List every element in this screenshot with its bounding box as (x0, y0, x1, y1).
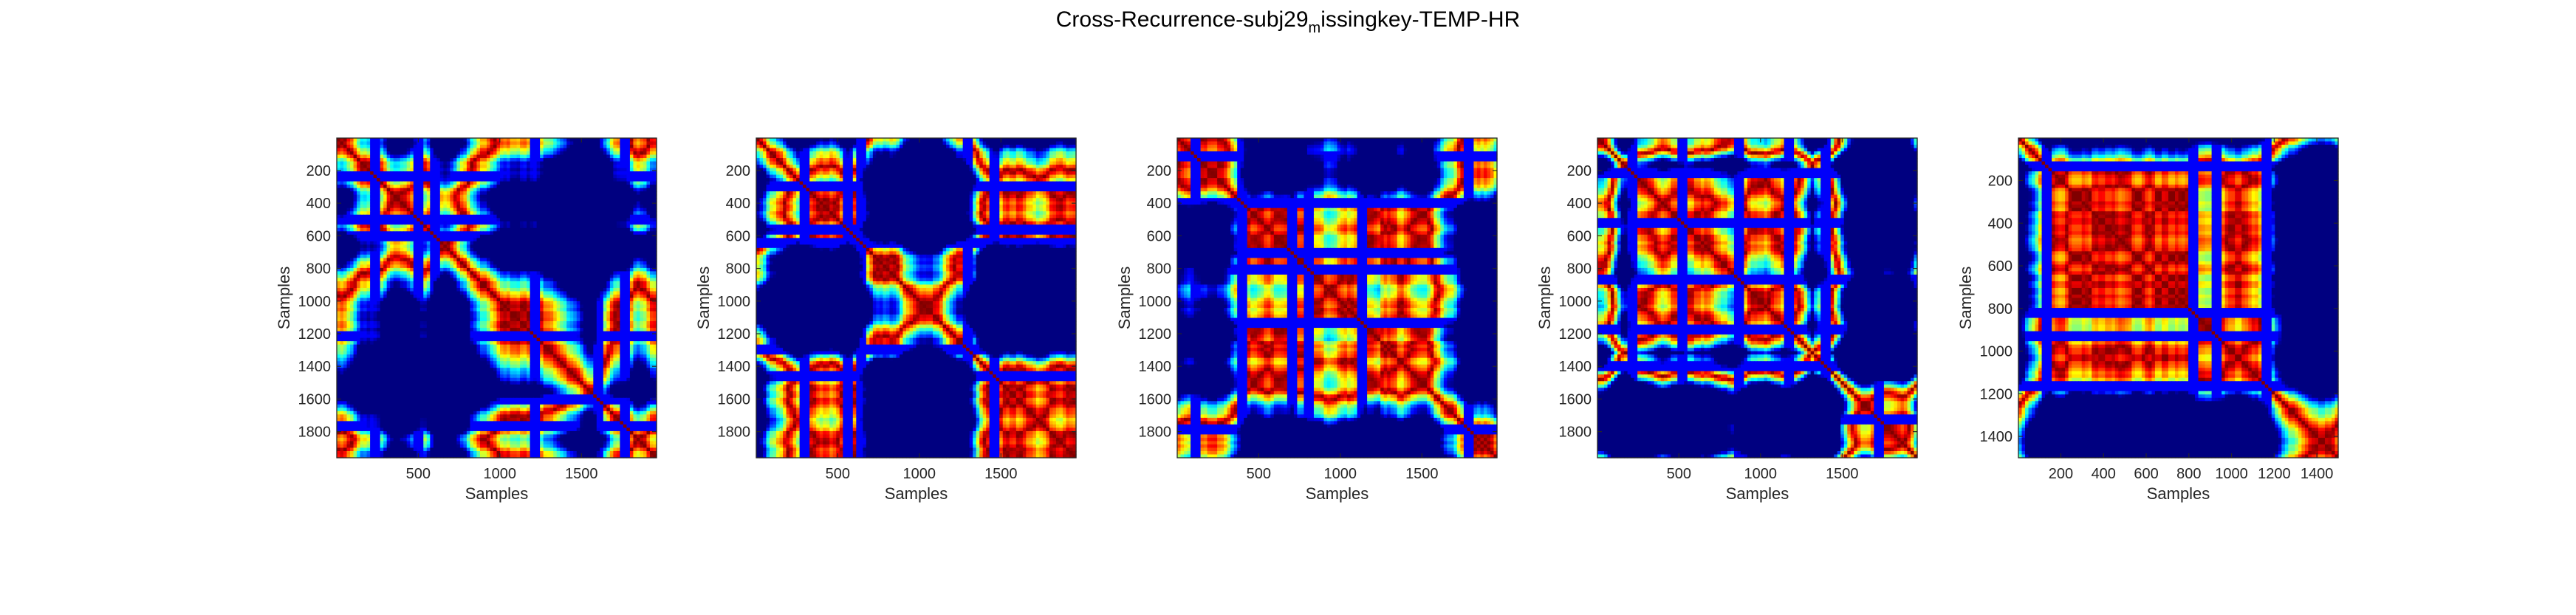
y-tick-label: 600 (1988, 258, 2012, 275)
x-tick-label: 500 (406, 466, 431, 482)
x-tick-label: 1000 (903, 466, 936, 482)
y-tick-label: 1000 (1559, 294, 1592, 310)
y-tick-label: 1400 (1139, 359, 1172, 375)
y-tick-label: 1000 (298, 294, 332, 310)
y-tick-label: 200 (726, 163, 750, 179)
y-tick-label: 200 (1988, 173, 2012, 189)
x-tick-label: 1400 (2301, 466, 2334, 482)
y-tick-label: 800 (306, 261, 331, 278)
y-tick-label: 1200 (1139, 326, 1172, 343)
y-axis-label: Samples (1535, 267, 1554, 330)
y-tick-label: 600 (1567, 228, 1592, 244)
y-tick-label: 1800 (298, 425, 332, 441)
x-tick-label: 500 (1667, 466, 1691, 482)
x-tick-label: 400 (2092, 466, 2116, 482)
y-tick-label: 1800 (1139, 425, 1172, 441)
y-tick-label: 1600 (718, 391, 751, 408)
y-tick-label: 1800 (1559, 425, 1592, 441)
y-tick-label: 200 (1567, 163, 1592, 179)
y-tick-label: 1400 (1980, 429, 2013, 445)
y-tick-label: 1000 (718, 294, 751, 310)
x-tick-label: 1200 (2258, 466, 2291, 482)
y-tick-label: 600 (726, 228, 750, 244)
y-tick-label: 400 (1567, 196, 1592, 212)
y-axis-label: Samples (1115, 267, 1134, 330)
x-axis-label: Samples (1306, 484, 1369, 503)
heatmap-cells (1597, 138, 1918, 458)
x-tick-label: 1000 (484, 466, 517, 482)
y-tick-label: 1200 (718, 326, 751, 343)
x-tick-label: 1000 (1324, 466, 1357, 482)
x-tick-label: 600 (2134, 466, 2158, 482)
figure-title-rest: issingkey-TEMP-HR (1320, 7, 1520, 32)
y-tick-label: 1600 (298, 391, 332, 408)
subplot-3: 500 1000 1500 200 400 600 800 1000 1200 1400 1600 1… (1115, 137, 1498, 503)
heatmap-cells (756, 138, 1077, 458)
axes-box (1176, 137, 1498, 458)
subplot-4: 500 1000 1500 200 400 600 800 1000 1200 1400 1600 1… (1535, 137, 1918, 503)
x-tick-label: 200 (2049, 466, 2073, 482)
y-tick-label: 1000 (1980, 344, 2013, 360)
axes-box (336, 137, 657, 458)
x-tick-label: 1500 (1826, 466, 1859, 482)
x-tick-label: 500 (826, 466, 850, 482)
x-axis-label: Samples (1726, 484, 1789, 503)
x-tick-label: 1000 (1744, 466, 1778, 482)
y-tick-label: 1400 (1559, 359, 1592, 375)
y-tick-label: 1600 (1139, 391, 1172, 408)
figure-title-subscript: m (1309, 20, 1321, 36)
x-tick-label: 1500 (984, 466, 1018, 482)
x-axis-label: Samples (885, 484, 948, 503)
x-tick-label: 1500 (1405, 466, 1439, 482)
y-axis-label: Samples (694, 267, 713, 330)
y-tick-label: 1200 (1980, 386, 2013, 402)
y-tick-label: 1400 (718, 359, 751, 375)
y-tick-label: 1800 (718, 425, 751, 441)
y-tick-label: 1000 (1139, 294, 1172, 310)
y-tick-label: 400 (1988, 216, 2012, 232)
heatmap-cells (337, 138, 657, 458)
x-tick-label: 500 (1247, 466, 1271, 482)
heatmap-cells (1177, 138, 1498, 458)
y-tick-label: 600 (306, 228, 331, 244)
y-tick-label: 600 (1147, 228, 1171, 244)
subplot-5: 200 400 600 800 1000 1200 1400 200 400 600 800 1000… (1956, 137, 2339, 503)
heatmap-cells (2018, 138, 2339, 458)
y-axis-label: Samples (1956, 267, 1975, 330)
subplot-1: 500 1000 1500 200 400 600 800 1000 1200 1400 1600 1… (275, 137, 657, 503)
subplot-2: 500 1000 1500 200 400 600 800 1000 1200 1400 1600 1… (694, 137, 1077, 503)
x-tick-label: 1000 (2215, 466, 2248, 482)
y-tick-label: 1400 (298, 359, 332, 375)
y-tick-label: 800 (1147, 261, 1171, 278)
y-tick-label: 400 (1147, 196, 1171, 212)
figure-title-main: Cross-Recurrence-subj29 (1056, 7, 1309, 32)
y-tick-label: 800 (1988, 301, 2012, 317)
x-tick-label: 1500 (565, 466, 598, 482)
figure-title: Cross-Recurrence-subj29missingkey-TEMP-H… (0, 7, 2576, 37)
y-tick-label: 800 (1567, 261, 1592, 278)
y-tick-label: 800 (726, 261, 750, 278)
x-tick-label: 800 (2176, 466, 2201, 482)
y-tick-label: 400 (726, 196, 750, 212)
axes-box (2018, 137, 2339, 458)
y-tick-label: 1200 (1559, 326, 1592, 343)
y-tick-label: 1600 (1559, 391, 1592, 408)
y-tick-label: 1200 (298, 326, 332, 343)
y-axis-label: Samples (275, 267, 293, 330)
y-tick-label: 200 (306, 163, 331, 179)
y-tick-label: 200 (1147, 163, 1171, 179)
axes-box (1597, 137, 1918, 458)
x-axis-label: Samples (2147, 484, 2210, 503)
y-tick-label: 400 (306, 196, 331, 212)
axes-box (756, 137, 1077, 458)
x-axis-label: Samples (465, 484, 529, 503)
